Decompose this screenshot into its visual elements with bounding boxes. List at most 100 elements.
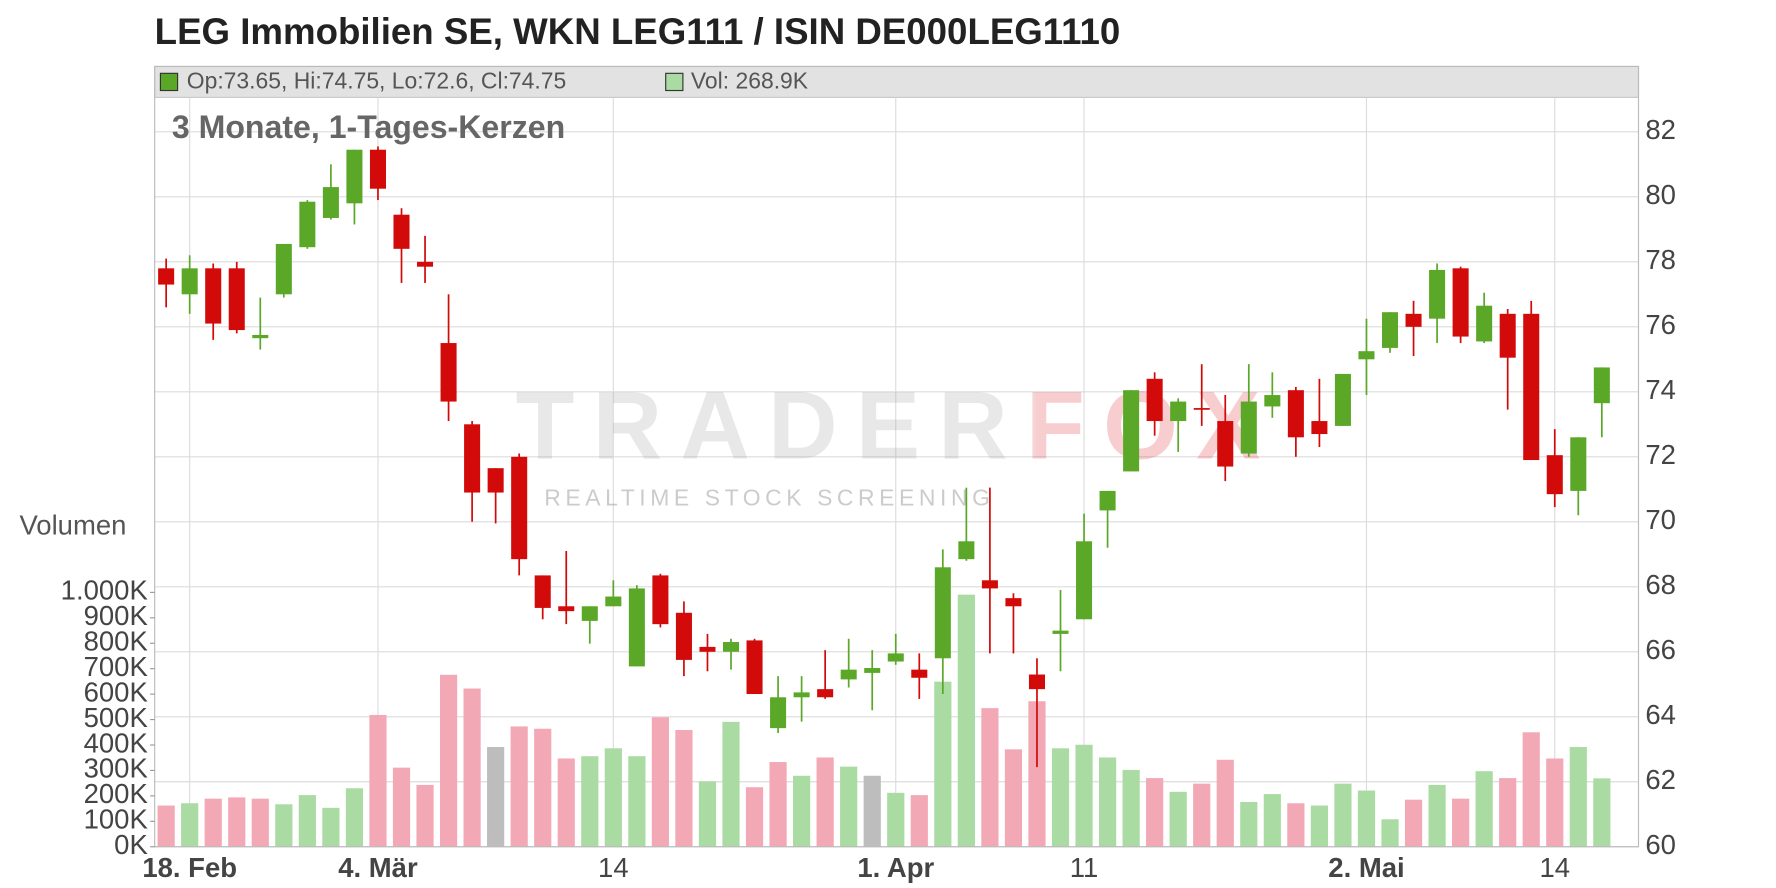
volume-bar xyxy=(534,728,552,847)
volume-bar xyxy=(487,747,505,847)
plot-border xyxy=(154,65,1640,848)
volume-bar xyxy=(345,788,364,847)
header-bar xyxy=(154,65,1640,98)
volume-bar xyxy=(1334,783,1352,847)
volume-tick-label: 100K xyxy=(84,804,149,835)
volume-bar xyxy=(1263,794,1281,847)
volume-bar xyxy=(910,795,928,847)
candle-body xyxy=(840,669,857,680)
x-tick-label: 14 xyxy=(598,852,629,883)
candle-body xyxy=(1499,313,1516,358)
ohlc-text: Op:73.65, Hi:74.75, Lo:72.6, Cl:74.75 xyxy=(187,68,567,94)
volume-bar xyxy=(651,717,669,847)
volume-axis-title: Volumen xyxy=(19,509,126,540)
volume-bar xyxy=(769,762,787,847)
volume-text: Vol: 268.9K xyxy=(691,68,809,94)
candle-body xyxy=(322,187,339,218)
y-tick-label: 78 xyxy=(1645,244,1676,275)
candle-body xyxy=(1146,378,1163,422)
candle-body xyxy=(1240,401,1257,454)
volume-bar xyxy=(816,757,834,847)
volume-bar xyxy=(1452,798,1470,847)
volume-bar xyxy=(628,756,646,847)
volume-bar xyxy=(1169,791,1187,847)
y-tick-label: 80 xyxy=(1645,179,1676,210)
candle-body xyxy=(1429,269,1446,319)
legend-swatch xyxy=(665,72,684,92)
y-tick-label: 70 xyxy=(1645,504,1676,535)
candle-body xyxy=(1358,351,1375,360)
y-tick-label: 76 xyxy=(1645,309,1676,340)
candle-body xyxy=(1476,305,1493,342)
candle-body xyxy=(934,567,951,659)
volume-bar xyxy=(557,758,575,847)
volume-bar xyxy=(439,674,458,847)
candle-body xyxy=(1052,630,1069,634)
candle-body xyxy=(440,343,457,402)
candle-body xyxy=(1593,367,1610,404)
volume-bar xyxy=(275,804,293,847)
volume-tick-label: 500K xyxy=(84,702,149,733)
candle-body xyxy=(464,424,481,493)
volume-bar xyxy=(251,798,269,847)
candle-body xyxy=(346,149,363,204)
volume-bar xyxy=(1287,803,1305,847)
volume-bar xyxy=(463,688,481,847)
y-tick-label: 64 xyxy=(1645,699,1676,730)
candle-body xyxy=(1005,598,1022,607)
candle-body xyxy=(817,689,834,698)
candle-body xyxy=(275,243,292,295)
candle-body xyxy=(699,646,716,652)
volume-bar xyxy=(1522,732,1540,847)
volume-bar xyxy=(1051,748,1070,847)
y-tick-label: 74 xyxy=(1645,374,1676,405)
y-tick-label: 82 xyxy=(1645,114,1676,145)
volume-bar xyxy=(887,792,905,847)
candle-body xyxy=(722,642,740,652)
candle-body xyxy=(605,596,622,607)
candle-body xyxy=(205,268,222,324)
y-tick-label: 62 xyxy=(1645,764,1676,795)
candle-body xyxy=(1217,421,1234,467)
x-tick-label: 11 xyxy=(1070,852,1099,883)
volume-bar xyxy=(863,775,881,847)
volume-bar xyxy=(675,729,693,847)
volume-bar xyxy=(1216,759,1234,847)
candle-body xyxy=(487,468,504,493)
volume-tick-label: 200K xyxy=(84,778,149,809)
candle-body xyxy=(1381,312,1399,348)
volume-bar xyxy=(1357,790,1376,847)
candle-body xyxy=(252,334,269,339)
volume-bar xyxy=(957,594,975,847)
candle-body xyxy=(1170,401,1187,422)
volume-tick-label: 1.000K xyxy=(61,575,149,606)
legend-swatch xyxy=(159,72,179,92)
candle-body xyxy=(558,606,575,612)
subtitle: 3 Monate, 1-Tages-Kerzen xyxy=(172,109,565,145)
candle-body xyxy=(1523,313,1540,461)
y-tick-label: 66 xyxy=(1645,634,1676,665)
candle-body xyxy=(393,214,410,249)
candle-body xyxy=(369,149,386,189)
candle-body xyxy=(958,541,975,560)
watermark-tagline: REALTIME STOCK SCREENING xyxy=(544,485,994,511)
volume-bar xyxy=(1075,744,1093,847)
candle-body xyxy=(417,261,434,267)
candle-body xyxy=(1099,490,1116,511)
candle-body xyxy=(1334,373,1351,426)
candle-body xyxy=(1546,455,1563,495)
volume-bar xyxy=(157,805,175,847)
x-tick-label: 14 xyxy=(1539,852,1570,883)
candle-body xyxy=(1076,541,1093,620)
candle-body xyxy=(1287,390,1304,438)
volume-bar xyxy=(1122,769,1140,847)
volume-bar xyxy=(745,787,764,847)
x-tick-label: 4. Mär xyxy=(338,852,418,883)
volume-bar xyxy=(1004,749,1023,847)
volume-tick-label: 800K xyxy=(84,626,149,657)
x-tick-label: 2. Mai xyxy=(1328,852,1404,883)
candle-body xyxy=(793,692,810,698)
volume-bar xyxy=(698,781,717,847)
candle-body xyxy=(1405,313,1422,327)
volume-bar xyxy=(416,784,434,847)
